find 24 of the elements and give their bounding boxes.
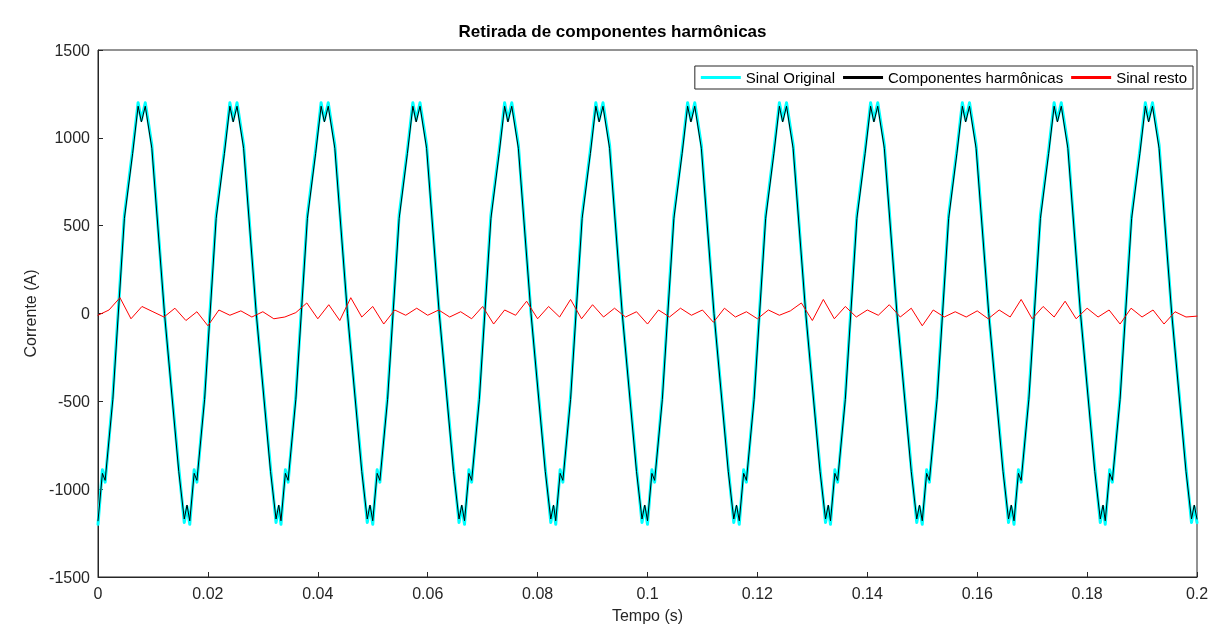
legend-label: Sinal resto — [1116, 69, 1188, 86]
y-axis-title: Corrente (A) — [21, 269, 39, 358]
y-tick-label: 1500 — [54, 41, 91, 59]
legend-label: Componentes harmônicas — [888, 69, 1064, 86]
x-tick-label: 0.2 — [1185, 584, 1209, 602]
x-tick-label: 0.18 — [1071, 584, 1103, 602]
x-tick-label: 0.02 — [192, 584, 224, 602]
y-tick-label: -1000 — [49, 480, 91, 498]
y-tick-label: -500 — [57, 392, 91, 410]
legend-label: Sinal Original — [745, 69, 836, 86]
y-tick-label: 0 — [81, 305, 91, 322]
chart-title: Retirada de componentes harmônicas — [458, 22, 767, 41]
x-tick-label: 0.14 — [851, 584, 883, 602]
x-tick-label: 0.16 — [961, 584, 993, 602]
y-tick-label: 1000 — [54, 129, 91, 147]
x-tick-label: 0 — [93, 584, 103, 602]
x-tick-label: 0.1 — [636, 584, 659, 602]
x-tick-label: 0.08 — [522, 584, 554, 602]
y-tick-label: -1500 — [49, 568, 91, 586]
x-axis-title: Tempo (s) — [611, 606, 684, 624]
x-tick-label: 0.06 — [412, 584, 444, 602]
x-tick-label: 0.04 — [302, 584, 334, 602]
x-tick-label: 0.12 — [741, 584, 774, 602]
y-tick-label: 500 — [63, 217, 91, 235]
